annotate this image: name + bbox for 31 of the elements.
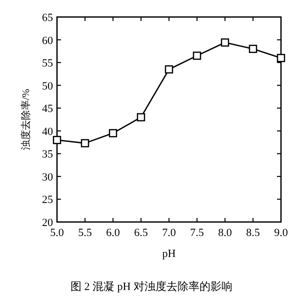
y-axis-title: 浊度去除率/% xyxy=(20,88,32,150)
y-tick-label: 30 xyxy=(42,171,54,184)
point xyxy=(192,52,202,60)
x-tick-label: 5.0 xyxy=(50,227,64,239)
caption: 图 2 混凝 pH 对浊度去除率的影响 xyxy=(70,280,232,293)
point xyxy=(80,139,90,148)
y-tick-label: 50 xyxy=(42,80,54,92)
x-tick-label: 7.0 xyxy=(162,227,176,239)
point xyxy=(108,129,118,138)
y-tick-label: 65 xyxy=(42,12,54,24)
y-tick-label: 60 xyxy=(42,34,54,47)
x-tick-label: 8.5 xyxy=(246,227,260,239)
x-tick-label: 9.0 xyxy=(274,227,288,239)
x-tick-label: 6.0 xyxy=(106,227,120,239)
x-tick-label: 8.0 xyxy=(218,227,232,239)
y-tick-label: 40 xyxy=(42,126,54,138)
point xyxy=(220,38,230,47)
point xyxy=(276,54,286,62)
point xyxy=(248,44,258,53)
x-axis-title: pH xyxy=(162,248,176,260)
y-tick-label: 20 xyxy=(42,217,54,229)
point xyxy=(136,113,146,122)
x-tick-label: 7.5 xyxy=(190,227,204,239)
point xyxy=(164,65,174,74)
y-tick-label: 35 xyxy=(42,148,54,161)
y-tick-label: 45 xyxy=(42,103,54,116)
x-tick-label: 5.5 xyxy=(78,227,92,239)
y-tick-label: 55 xyxy=(42,58,54,70)
point xyxy=(52,136,62,144)
x-tick-label: 6.5 xyxy=(134,227,148,239)
y-tick-label: 25 xyxy=(42,194,54,206)
